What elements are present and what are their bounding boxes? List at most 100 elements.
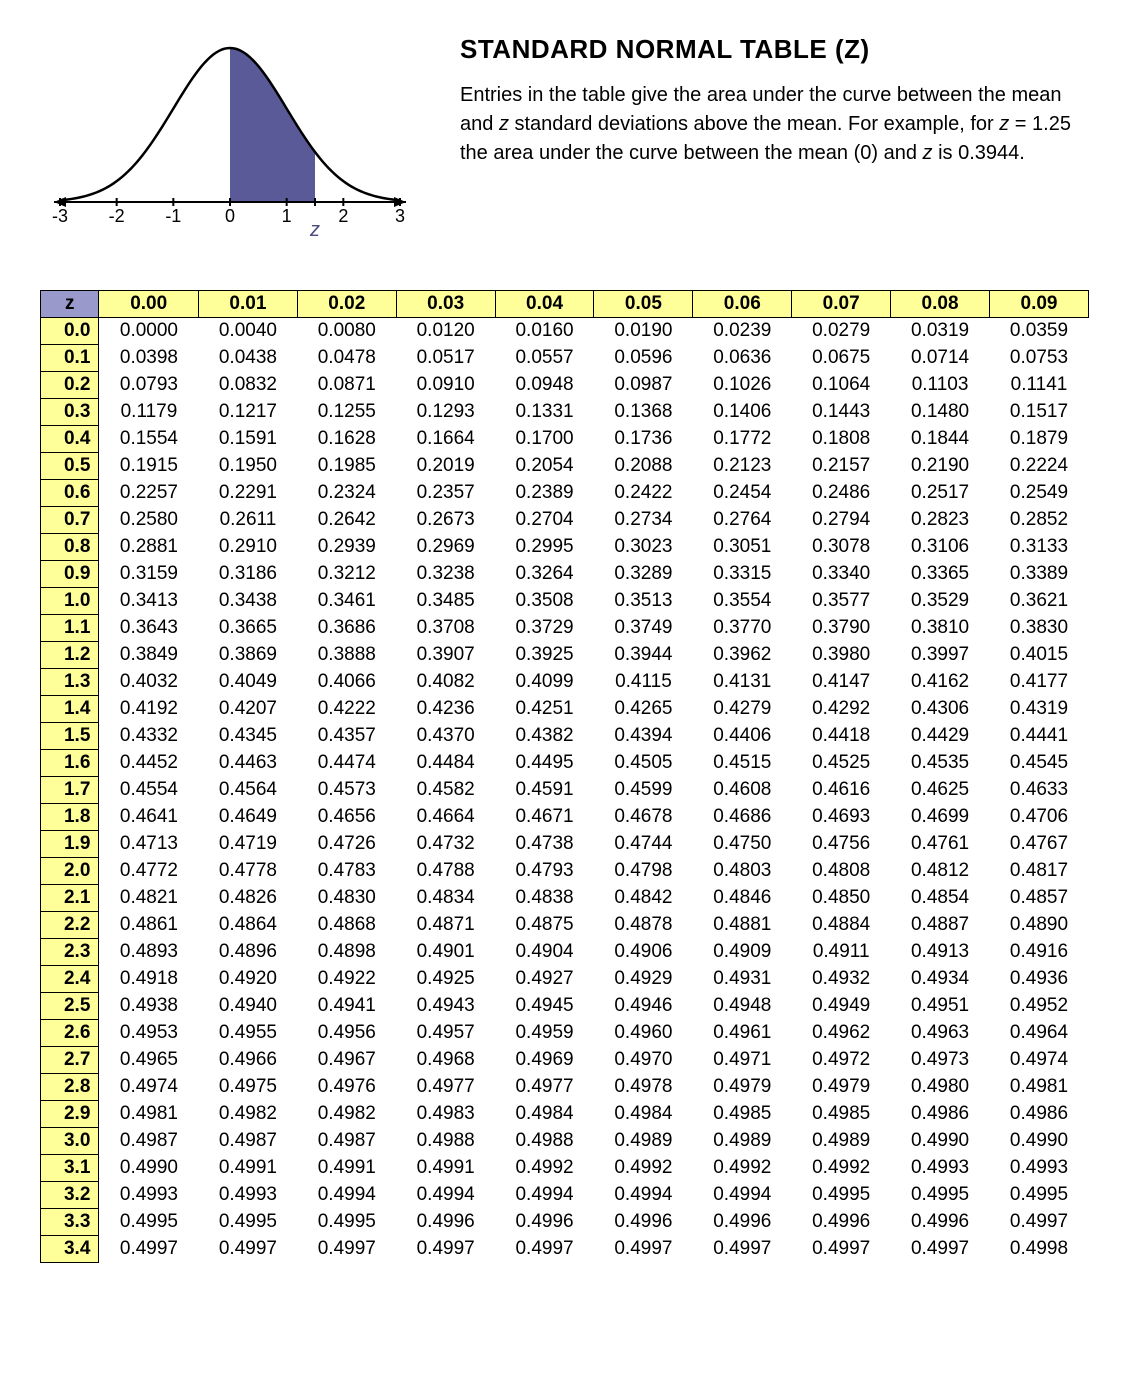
table-row: 0.10.03980.04380.04780.05170.05570.05960… xyxy=(41,345,1089,372)
z-cell: 0.4927 xyxy=(495,966,594,993)
z-cell: 0.1026 xyxy=(693,372,792,399)
z-cell: 0.4997 xyxy=(594,1236,693,1263)
table-row: 3.30.49950.49950.49950.49960.49960.49960… xyxy=(41,1209,1089,1236)
table-row: 2.70.49650.49660.49670.49680.49690.49700… xyxy=(41,1047,1089,1074)
z-cell: 0.4812 xyxy=(891,858,990,885)
z-cell: 0.0753 xyxy=(989,345,1088,372)
table-row: 2.20.48610.48640.48680.48710.48750.48780… xyxy=(41,912,1089,939)
z-cell: 0.4418 xyxy=(792,723,891,750)
table-row: 2.90.49810.49820.49820.49830.49840.49840… xyxy=(41,1101,1089,1128)
z-cell: 0.4049 xyxy=(198,669,297,696)
z-cell: 0.2611 xyxy=(198,507,297,534)
z-cell: 0.4015 xyxy=(989,642,1088,669)
z-cell: 0.4959 xyxy=(495,1020,594,1047)
z-cell: 0.4099 xyxy=(495,669,594,696)
z-cell: 0.4236 xyxy=(396,696,495,723)
table-row: 2.10.48210.48260.48300.48340.48380.48420… xyxy=(41,885,1089,912)
z-row-header: 1.1 xyxy=(41,615,99,642)
z-cell: 0.4963 xyxy=(891,1020,990,1047)
normal-curve-diagram: -3-2-10123z xyxy=(40,30,420,240)
z-cell: 0.4693 xyxy=(792,804,891,831)
z-cell: 0.0190 xyxy=(594,318,693,345)
z-col-header: 0.06 xyxy=(693,291,792,318)
z-cell: 0.4991 xyxy=(198,1155,297,1182)
z-cell: 0.4966 xyxy=(198,1047,297,1074)
z-cell: 0.4931 xyxy=(693,966,792,993)
z-cell: 0.4987 xyxy=(297,1128,396,1155)
z-cell: 0.4952 xyxy=(989,993,1088,1020)
z-cell: 0.2995 xyxy=(495,534,594,561)
z-cell: 0.1517 xyxy=(989,399,1088,426)
z-cell: 0.4292 xyxy=(792,696,891,723)
z-cell: 0.0319 xyxy=(891,318,990,345)
z-cell: 0.1844 xyxy=(891,426,990,453)
z-row-header: 3.3 xyxy=(41,1209,99,1236)
z-cell: 0.4996 xyxy=(693,1209,792,1236)
z-cell: 0.1406 xyxy=(693,399,792,426)
z-cell: 0.3212 xyxy=(297,561,396,588)
table-row: 0.50.19150.19500.19850.20190.20540.20880… xyxy=(41,453,1089,480)
z-cell: 0.3621 xyxy=(989,588,1088,615)
z-cell: 0.2157 xyxy=(792,453,891,480)
z-cell: 0.4625 xyxy=(891,777,990,804)
z-cell: 0.4756 xyxy=(792,831,891,858)
z-cell: 0.4582 xyxy=(396,777,495,804)
table-row: 1.60.44520.44630.44740.44840.44950.45050… xyxy=(41,750,1089,777)
z-cell: 0.4484 xyxy=(396,750,495,777)
z-cell: 0.2794 xyxy=(792,507,891,534)
z-cell: 0.4633 xyxy=(989,777,1088,804)
z-cell: 0.4778 xyxy=(198,858,297,885)
z-cell: 0.2486 xyxy=(792,480,891,507)
z-row-header: 1.2 xyxy=(41,642,99,669)
z-cell: 0.4988 xyxy=(396,1128,495,1155)
z-cell: 0.2823 xyxy=(891,507,990,534)
z-col-header: 0.08 xyxy=(891,291,990,318)
table-row: 3.20.49930.49930.49940.49940.49940.49940… xyxy=(41,1182,1089,1209)
z-cell: 0.4957 xyxy=(396,1020,495,1047)
z-cell: 0.3708 xyxy=(396,615,495,642)
z-cell: 0.3106 xyxy=(891,534,990,561)
z-cell: 0.1591 xyxy=(198,426,297,453)
z-cell: 0.4772 xyxy=(99,858,199,885)
z-cell: 0.4761 xyxy=(891,831,990,858)
z-cell: 0.4699 xyxy=(891,804,990,831)
z-cell: 0.4989 xyxy=(693,1128,792,1155)
z-cell: 0.4949 xyxy=(792,993,891,1020)
z-col-header: 0.02 xyxy=(297,291,396,318)
z-row-header: 1.4 xyxy=(41,696,99,723)
z-cell: 0.2580 xyxy=(99,507,199,534)
z-cell: 0.4983 xyxy=(396,1101,495,1128)
z-cell: 0.4744 xyxy=(594,831,693,858)
svg-text:3: 3 xyxy=(395,206,405,226)
z-cell: 0.4861 xyxy=(99,912,199,939)
z-cell: 0.4495 xyxy=(495,750,594,777)
z-row-header: 2.6 xyxy=(41,1020,99,1047)
z-col-header: 0.00 xyxy=(99,291,199,318)
table-row: 1.40.41920.42070.42220.42360.42510.42650… xyxy=(41,696,1089,723)
z-table-body: 0.00.00000.00400.00800.01200.01600.01900… xyxy=(41,318,1089,1263)
z-cell: 0.4943 xyxy=(396,993,495,1020)
z-row-header: 2.0 xyxy=(41,858,99,885)
z-row-header: 2.9 xyxy=(41,1101,99,1128)
z-cell: 0.3078 xyxy=(792,534,891,561)
z-cell: 0.4875 xyxy=(495,912,594,939)
z-cell: 0.1255 xyxy=(297,399,396,426)
z-cell: 0.4678 xyxy=(594,804,693,831)
z-cell: 0.1628 xyxy=(297,426,396,453)
title-block: STANDARD NORMAL TABLE (Z) Entries in the… xyxy=(460,30,1089,168)
z-cell: 0.4969 xyxy=(495,1047,594,1074)
svg-text:1: 1 xyxy=(282,206,292,226)
z-cell: 0.2224 xyxy=(989,453,1088,480)
z-cell: 0.4974 xyxy=(99,1074,199,1101)
z-row-header: 2.3 xyxy=(41,939,99,966)
z-cell: 0.0596 xyxy=(594,345,693,372)
z-cell: 0.4992 xyxy=(495,1155,594,1182)
z-cell: 0.2969 xyxy=(396,534,495,561)
z-cell: 0.4979 xyxy=(693,1074,792,1101)
z-cell: 0.4974 xyxy=(989,1047,1088,1074)
z-cell: 0.4941 xyxy=(297,993,396,1020)
z-cell: 0.4664 xyxy=(396,804,495,831)
z-cell: 0.4995 xyxy=(99,1209,199,1236)
z-cell: 0.3238 xyxy=(396,561,495,588)
z-cell: 0.4948 xyxy=(693,993,792,1020)
